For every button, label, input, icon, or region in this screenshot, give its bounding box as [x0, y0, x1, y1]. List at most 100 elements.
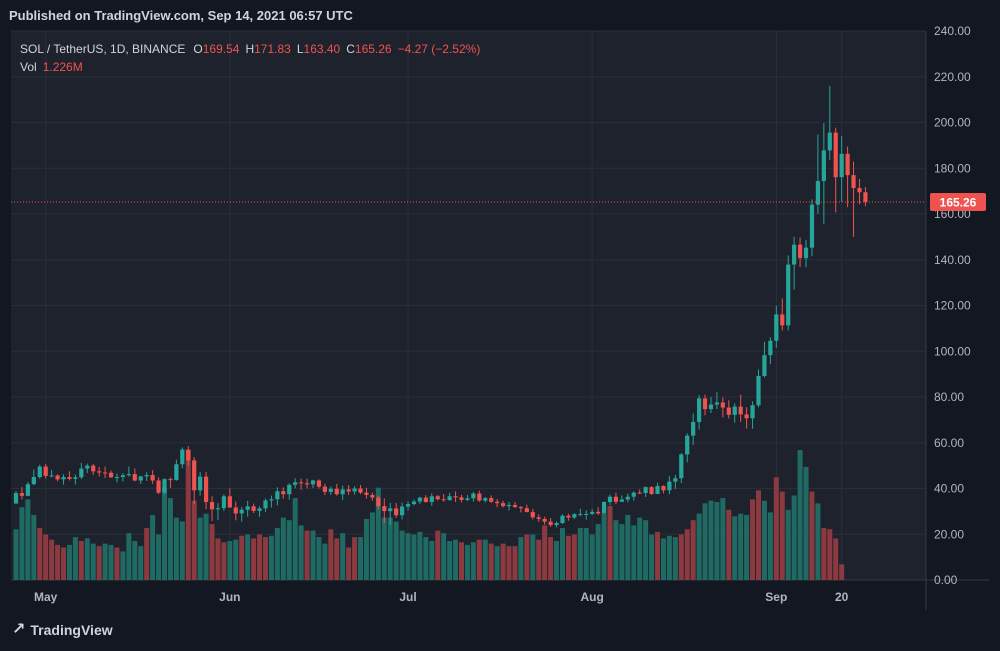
volume-bar — [625, 515, 631, 580]
candle-body — [245, 506, 250, 510]
time-tick-label: Jul — [399, 590, 416, 604]
candle-body — [55, 475, 60, 480]
volume-bar — [49, 539, 55, 580]
volume-bar — [316, 537, 322, 580]
volume-bar — [779, 491, 785, 580]
candle-body — [233, 507, 238, 514]
volume-bar — [607, 505, 613, 580]
last-price-label: 165.26 — [940, 195, 977, 209]
volume-bar — [363, 518, 369, 580]
volume-bar — [78, 541, 84, 580]
volume-bar — [72, 537, 78, 580]
price-tick-label: 140.00 — [934, 253, 971, 267]
volume-bar — [827, 529, 833, 580]
volume-bar — [257, 534, 263, 580]
candle-body — [103, 472, 108, 474]
volume-bar — [108, 544, 114, 580]
candle-body — [732, 406, 737, 415]
candle-body — [809, 204, 815, 248]
volume-bar — [346, 547, 352, 580]
candle-body — [506, 504, 512, 507]
time-tick-label: 20 — [835, 590, 849, 604]
candle-body — [762, 355, 767, 376]
candle-body — [441, 499, 446, 501]
candle-body — [673, 478, 678, 482]
candle-body — [370, 494, 375, 498]
volume-bar — [132, 541, 138, 580]
volume-bar — [833, 538, 839, 580]
candle-body — [839, 153, 844, 178]
candle-body — [269, 499, 274, 501]
volume-bar — [631, 525, 637, 580]
volume-bar — [589, 534, 595, 580]
volume-bar — [542, 525, 548, 580]
legend-change: −4.27 (−2.52%) — [397, 42, 481, 56]
candle-body — [322, 486, 327, 492]
candle-body — [435, 496, 440, 500]
volume-bar — [447, 541, 453, 580]
candle-body — [536, 517, 541, 519]
candle-body — [851, 175, 856, 188]
volume-bar — [399, 530, 405, 580]
candle-body — [649, 487, 654, 494]
volume-bar — [536, 539, 542, 580]
volume-bar — [500, 543, 506, 580]
volume-bar — [19, 507, 25, 580]
legend-low: 163.40 — [303, 42, 341, 56]
candle-body — [613, 496, 619, 502]
candle-body — [429, 496, 434, 502]
candle-body — [447, 496, 452, 501]
volume-bar — [120, 551, 126, 580]
candle-body — [631, 492, 636, 497]
legend-close: 165.26 — [354, 42, 392, 56]
legend: SOL / TetherUS, 1D, BINANCE O169.54 H171… — [20, 40, 480, 76]
volume-bar — [375, 487, 381, 580]
candle-body — [13, 493, 19, 504]
volume-bar — [726, 509, 732, 580]
legend-high-key: H — [245, 42, 255, 56]
candle-body — [453, 496, 458, 498]
candle-body — [792, 244, 797, 265]
candle-body — [459, 497, 464, 500]
candle-body — [180, 449, 185, 465]
volume-bar — [292, 498, 298, 580]
candle-body — [667, 481, 672, 491]
volume-bar — [417, 531, 423, 580]
time-tick-label: Jun — [219, 590, 240, 604]
time-tick-label: Aug — [581, 590, 604, 604]
candle-body — [37, 466, 42, 478]
candle-body — [227, 496, 232, 508]
volume-bar — [387, 517, 393, 580]
candle-body — [405, 504, 411, 507]
candle-body — [863, 192, 868, 202]
volume-bar — [328, 529, 334, 580]
candle-body — [500, 503, 506, 507]
volume-bar — [429, 541, 435, 580]
volume-bar — [643, 520, 649, 580]
candle-body — [786, 264, 791, 326]
volume-bar — [102, 543, 108, 580]
candle-body — [304, 483, 310, 485]
volume-bar — [114, 547, 120, 580]
volume-bar — [744, 515, 750, 580]
legend-symbol[interactable]: SOL / TetherUS, 1D, BINANCE — [20, 42, 186, 56]
candle-body — [720, 402, 725, 408]
volume-bar — [595, 524, 601, 580]
chart-frame[interactable] — [11, 31, 989, 610]
candle-body — [815, 181, 820, 205]
candle-body — [738, 406, 743, 415]
candle-body — [750, 405, 755, 419]
volume-bar — [162, 487, 167, 580]
candle-body — [257, 508, 262, 511]
candle-body — [346, 489, 351, 492]
candle-body — [120, 475, 126, 478]
volume-bar — [340, 533, 346, 580]
candle-body — [643, 487, 648, 494]
legend-open: 169.54 — [202, 42, 240, 56]
volume-bar — [761, 500, 767, 580]
tradingview-brand[interactable]: ↗ TradingView — [12, 622, 113, 639]
candle-body — [625, 496, 630, 500]
volume-bar — [459, 542, 464, 580]
volume-bar — [518, 537, 524, 580]
